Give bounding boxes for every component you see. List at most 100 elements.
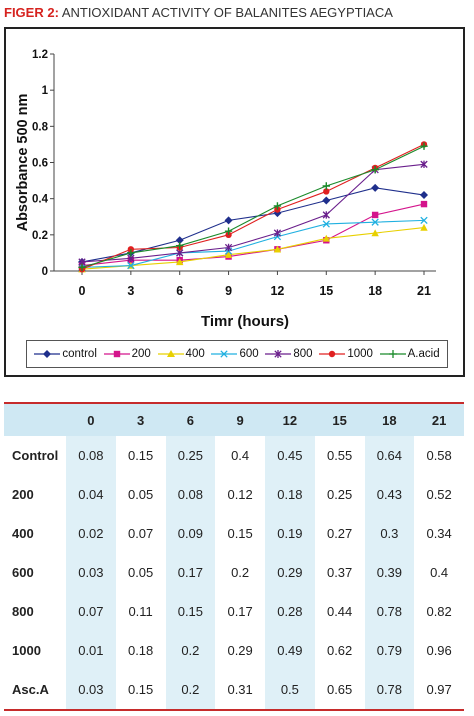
legend-swatch bbox=[157, 350, 184, 357]
data-point-control bbox=[175, 236, 184, 245]
legend-item-control: control bbox=[34, 348, 97, 360]
table-header-cell: 15 bbox=[332, 412, 347, 428]
table-row: 600 0.03 0.05 0.17 0.2 0.29 0.37 0.39 0.4 bbox=[4, 553, 464, 592]
data-point-400 bbox=[420, 223, 428, 231]
table-row-label: 800 bbox=[12, 604, 34, 619]
y-tick-label: 0.6 bbox=[32, 158, 48, 170]
table-row: Asc.A 0.03 0.15 0.2 0.31 0.5 0.65 0.78 0.97 bbox=[4, 670, 464, 711]
data-point-600 bbox=[420, 216, 428, 225]
table-header-cell: 6 bbox=[186, 412, 194, 428]
legend-label: 400 bbox=[185, 348, 205, 360]
data-point-control bbox=[420, 191, 428, 200]
table-cell: 0.5 bbox=[265, 670, 315, 711]
table-cell: 0.64 bbox=[364, 436, 415, 475]
table-cell: 0.11 bbox=[128, 604, 153, 619]
table-header-row: 0 3 6 9 12 15 18 21 bbox=[4, 403, 464, 436]
table-cell: 0.03 bbox=[66, 670, 116, 711]
table-cell: 0.01 bbox=[66, 631, 116, 670]
table-cell: 0.58 bbox=[426, 448, 452, 463]
legend-item-600: 600 bbox=[211, 348, 259, 360]
table-header-cell: 21 bbox=[431, 412, 447, 428]
legend-item-800: 800 bbox=[265, 348, 313, 360]
legend-swatch bbox=[211, 350, 238, 358]
table-cell: 0.15 bbox=[115, 670, 166, 711]
table-row: 200 0.04 0.05 0.08 0.12 0.18 0.25 0.43 0.52 bbox=[4, 475, 464, 514]
data-point-1000 bbox=[323, 188, 330, 195]
table-cell: 0.34 bbox=[426, 526, 452, 541]
table-cell: 0.97 bbox=[414, 670, 464, 711]
data-point-a-acid bbox=[322, 182, 330, 190]
legend-swatch bbox=[265, 350, 292, 358]
figure-title: FIGER 2: ANTIOXIDANT ACTIVITY OF BALANIT… bbox=[4, 5, 393, 20]
table-row-label: 600 bbox=[12, 565, 34, 580]
data-table: 0 3 6 9 12 15 18 21 Control 0.08 0.15 0.25 0.4 0.45 0… bbox=[4, 402, 464, 711]
x-axis-label: Timr (hours) bbox=[201, 313, 289, 330]
legend-item-200: 200 bbox=[103, 348, 151, 360]
legend-item-400: 400 bbox=[157, 348, 205, 360]
table-cell: 0.2 bbox=[165, 631, 216, 670]
table-cell: 0.49 bbox=[265, 631, 315, 670]
figure-title-text: ANTIOXIDANT ACTIVITY OF BALANITES AEGYPT… bbox=[61, 5, 393, 20]
data-point-a-acid bbox=[371, 166, 379, 174]
legend-label: A.acid bbox=[407, 348, 440, 360]
data-point-400 bbox=[273, 245, 282, 253]
table-cell: 0.05 bbox=[127, 565, 154, 580]
x-tick-label: 3 bbox=[127, 284, 134, 298]
table-cell: 0.37 bbox=[326, 565, 353, 580]
series-line-a-acid bbox=[81, 145, 425, 268]
legend-label: 1000 bbox=[347, 348, 373, 360]
table-cell: 0.17 bbox=[227, 604, 253, 619]
table-cell: 0.65 bbox=[314, 670, 365, 711]
table-cell: 0.2 bbox=[165, 670, 216, 711]
series-line-1000 bbox=[81, 143, 425, 270]
table-row: Control 0.08 0.15 0.25 0.4 0.45 0.55 0.64 0.58 bbox=[4, 436, 464, 475]
table-cell: 0.82 bbox=[426, 604, 452, 619]
y-tick-label: 0.4 bbox=[32, 194, 49, 206]
data-point-a-acid bbox=[420, 142, 428, 150]
legend-label: 800 bbox=[293, 348, 313, 360]
table-cell: 0.29 bbox=[227, 643, 253, 658]
table-header-cell: 18 bbox=[382, 412, 397, 428]
table-cell: 0.03 bbox=[66, 553, 116, 592]
data-point-600 bbox=[322, 220, 330, 228]
data-point-a-acid bbox=[224, 227, 233, 235]
table-cell: 0.08 bbox=[165, 475, 216, 514]
table-header-cell: 9 bbox=[236, 412, 244, 428]
table-cell: 0.3 bbox=[364, 514, 415, 553]
x-tick-label: 6 bbox=[176, 284, 183, 298]
x-tick-label: 15 bbox=[319, 284, 333, 298]
table-cell: 0.29 bbox=[265, 553, 315, 592]
chart-legend: control 200 400 600 800 1000 A.acid bbox=[26, 340, 448, 368]
table-cell: 0.15 bbox=[165, 592, 216, 631]
x-tick-label: 12 bbox=[270, 284, 284, 298]
data-point-a-acid bbox=[176, 241, 184, 250]
series-line-control bbox=[81, 187, 425, 263]
legend-item-a-acid: A.acid bbox=[379, 348, 440, 360]
table-corner-cell bbox=[4, 403, 66, 436]
x-tick-label: 18 bbox=[368, 284, 382, 298]
table-cell: 0.44 bbox=[326, 604, 353, 619]
data-point-400 bbox=[371, 229, 379, 237]
data-point-a-acid bbox=[273, 202, 282, 210]
table-cell: 0.05 bbox=[127, 487, 154, 502]
y-tick-label: 0 bbox=[42, 266, 48, 278]
data-point-400 bbox=[224, 251, 233, 258]
data-point-800 bbox=[420, 160, 428, 169]
table-cell: 0.07 bbox=[66, 592, 116, 631]
figure-label: FIGER 2: bbox=[4, 5, 59, 20]
chart-frame: 0 0.2 0.4 0.6 0.8 1 1.2 0 3 6 9 12 15 18 21 Timr (hours… bbox=[4, 27, 465, 377]
table-cell: 0.12 bbox=[227, 487, 253, 502]
series-line-800 bbox=[81, 163, 425, 263]
table-cell: 0.02 bbox=[66, 514, 116, 553]
table-cell: 0.31 bbox=[215, 670, 265, 711]
data-point-control bbox=[224, 216, 233, 225]
table-cell: 0.39 bbox=[364, 553, 415, 592]
line-chart: 0 0.2 0.4 0.6 0.8 1 1.2 0 3 6 9 12 15 18 21 Timr (hours… bbox=[15, 49, 436, 330]
table-row-label: 400 bbox=[12, 526, 34, 541]
table-row-label: Control bbox=[12, 448, 59, 463]
table-cell: 0.08 bbox=[66, 436, 116, 475]
data-point-200 bbox=[371, 211, 379, 219]
data-point-a-acid bbox=[78, 263, 86, 272]
y-tick-label: 0.8 bbox=[32, 121, 49, 133]
data-point-600 bbox=[371, 218, 379, 226]
